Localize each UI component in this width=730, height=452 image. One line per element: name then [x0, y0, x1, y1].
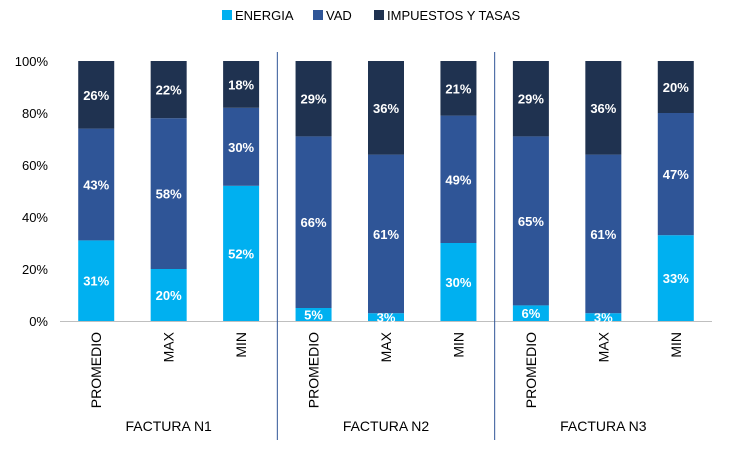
data-label: 58%	[156, 187, 182, 202]
data-label: 18%	[228, 77, 254, 92]
bar-segment-energia	[368, 313, 404, 321]
data-label: 5%	[304, 308, 323, 323]
bar-segment-energia	[585, 313, 622, 321]
bar-segment-impuestos-y-tasas	[657, 61, 694, 113]
data-label: 52%	[228, 246, 254, 261]
data-label: 31%	[83, 274, 109, 289]
x-tick-label: PROMEDIO	[306, 332, 322, 408]
data-label: 30%	[228, 140, 254, 155]
bar-segment-vad	[368, 154, 404, 314]
data-label: 22%	[156, 83, 182, 98]
bar-segment-energia	[512, 305, 549, 321]
x-tick-label: MIN	[668, 332, 684, 358]
bar-segment-vad	[657, 113, 694, 236]
bar-segment-impuestos-y-tasas	[440, 61, 477, 116]
legend-item-energia: ENERGIA	[222, 8, 294, 23]
data-label: 33%	[663, 271, 689, 286]
x-tick-label: MIN	[450, 332, 466, 358]
bar-segment-energia	[440, 243, 477, 321]
bar-segment-impuestos-y-tasas	[223, 61, 260, 108]
data-label: 6%	[521, 306, 540, 321]
data-label: 29%	[301, 92, 327, 107]
data-label: 49%	[445, 172, 471, 187]
x-tick-label: PROMEDIO	[523, 332, 539, 408]
y-tick-label: 20%	[22, 262, 48, 277]
x-tick-label: MAX	[595, 331, 611, 362]
data-label: 47%	[663, 167, 689, 182]
bar-segment-impuestos-y-tasas	[368, 61, 404, 155]
bar-segment-impuestos-y-tasas	[78, 61, 115, 129]
data-label: 43%	[83, 178, 109, 193]
x-tick-label: MIN	[233, 332, 249, 358]
data-label: 20%	[156, 288, 182, 303]
bar-segment-vad	[512, 136, 549, 306]
x-tick-label: MAX	[378, 331, 394, 362]
data-label: 30%	[445, 275, 471, 290]
y-tick-label: 60%	[22, 158, 48, 173]
x-tick-label: PROMEDIO	[88, 332, 104, 408]
x-axis-categories: PROMEDIO MAX MIN PROMEDIO MAX MIN PROMEDIO MAX M…	[88, 331, 684, 408]
legend-swatch-energia	[222, 10, 232, 20]
group-label: FACTURA N1	[125, 418, 212, 434]
data-label: 29%	[518, 92, 544, 107]
legend-swatch-impuestos-y-tasas	[374, 10, 384, 20]
legend-label-vad: VAD	[326, 8, 352, 23]
bar-segment-vad	[78, 128, 115, 241]
data-label: 65%	[518, 214, 544, 229]
group-label: FACTURA N2	[343, 418, 430, 434]
y-axis: 0% 20% 40% 60% 80% 100%	[15, 54, 712, 329]
bars: 31% 43% 26% 20% 58% 22% 52% 30% 18% 5% 66% 29% 3% 61%…	[78, 61, 694, 325]
legend-label-energia: ENERGIA	[235, 8, 294, 23]
y-tick-label: 0%	[29, 314, 48, 329]
y-tick-label: 40%	[22, 210, 48, 225]
bar-segment-energia	[223, 185, 260, 321]
bar-segment-vad	[150, 118, 187, 269]
bar-segment-energia	[295, 308, 332, 321]
x-axis-groups: FACTURA N1 FACTURA N2 FACTURA N3	[125, 52, 647, 440]
data-label: 20%	[663, 80, 689, 95]
data-label: 3%	[594, 310, 613, 325]
bar-segment-vad	[295, 136, 332, 308]
bar-segment-energia	[78, 240, 115, 321]
data-label: 26%	[83, 88, 109, 103]
bar-segment-vad	[223, 107, 260, 186]
bar-segment-impuestos-y-tasas	[150, 61, 187, 119]
legend-label-impuestos-y-tasas: IMPUESTOS Y TASAS	[387, 8, 521, 23]
bar-segment-impuestos-y-tasas	[585, 61, 622, 155]
data-label: 3%	[377, 310, 396, 325]
data-label: 36%	[590, 101, 616, 116]
y-tick-label: 80%	[22, 106, 48, 121]
bar-segment-energia	[657, 235, 694, 321]
y-tick-label: 100%	[15, 54, 49, 69]
bar-segment-impuestos-y-tasas	[512, 61, 549, 137]
data-label: 36%	[373, 101, 399, 116]
bar-segment-energia	[150, 269, 187, 321]
legend-swatch-vad	[313, 10, 323, 20]
x-tick-label: MAX	[161, 331, 177, 362]
bar-segment-vad	[585, 154, 622, 314]
data-label: 66%	[301, 215, 327, 230]
legend-item-impuestos-y-tasas: IMPUESTOS Y TASAS	[374, 8, 521, 23]
data-label: 61%	[590, 227, 616, 242]
bar-segment-impuestos-y-tasas	[295, 61, 332, 137]
bar-segment-vad	[440, 115, 477, 243]
data-label: 21%	[445, 81, 471, 96]
group-label: FACTURA N3	[560, 418, 647, 434]
data-label: 61%	[373, 227, 399, 242]
legend-item-vad: VAD	[313, 8, 352, 23]
legend: ENERGIA VAD IMPUESTOS Y TASAS	[222, 8, 521, 23]
